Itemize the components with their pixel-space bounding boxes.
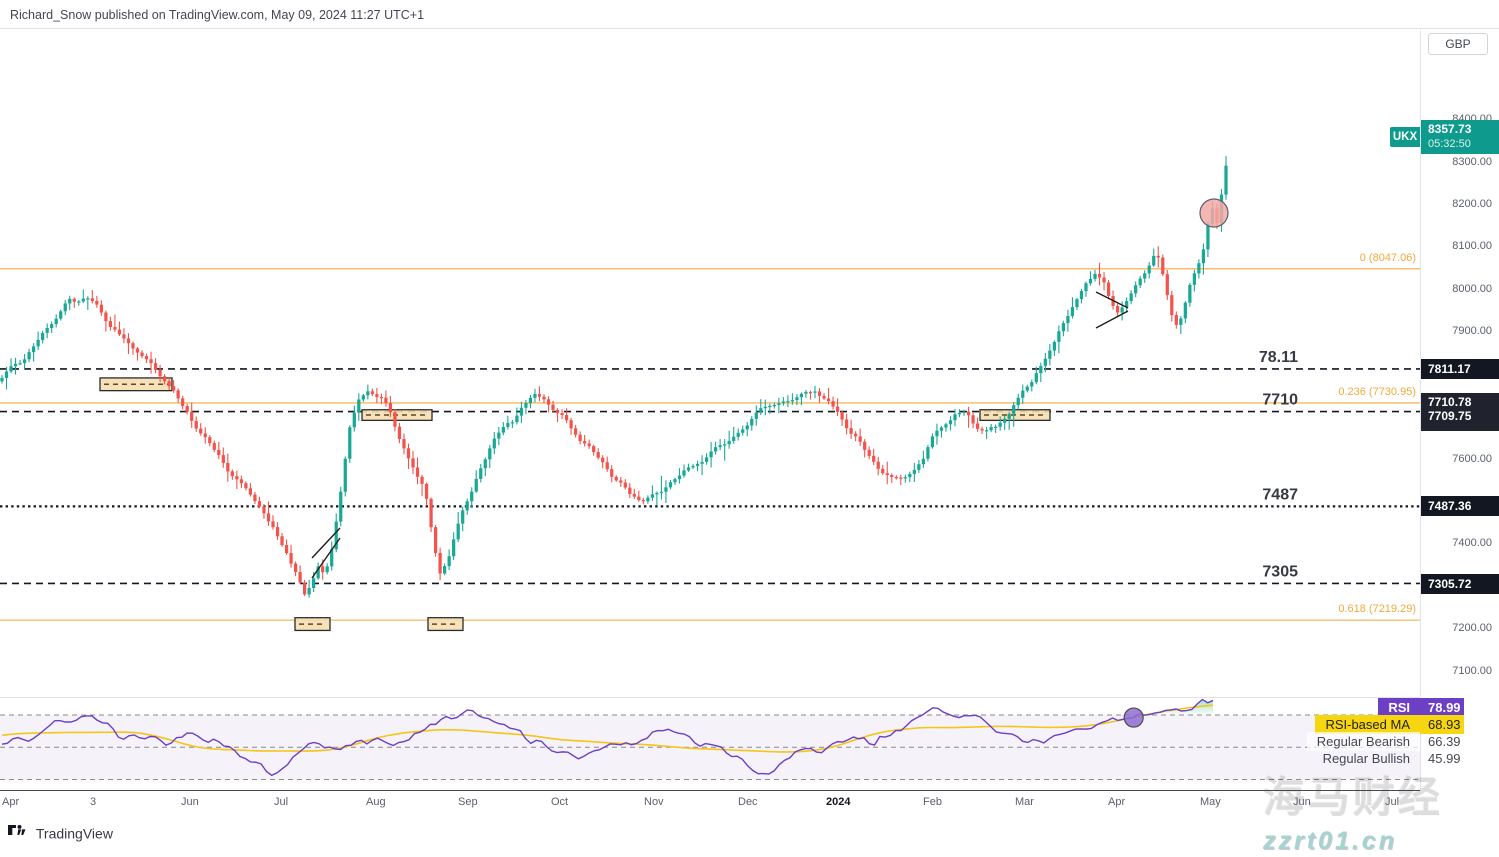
svg-text:7487: 7487	[1262, 486, 1298, 503]
svg-text:78.11: 78.11	[1259, 349, 1298, 366]
svg-text:7305: 7305	[1262, 563, 1298, 580]
